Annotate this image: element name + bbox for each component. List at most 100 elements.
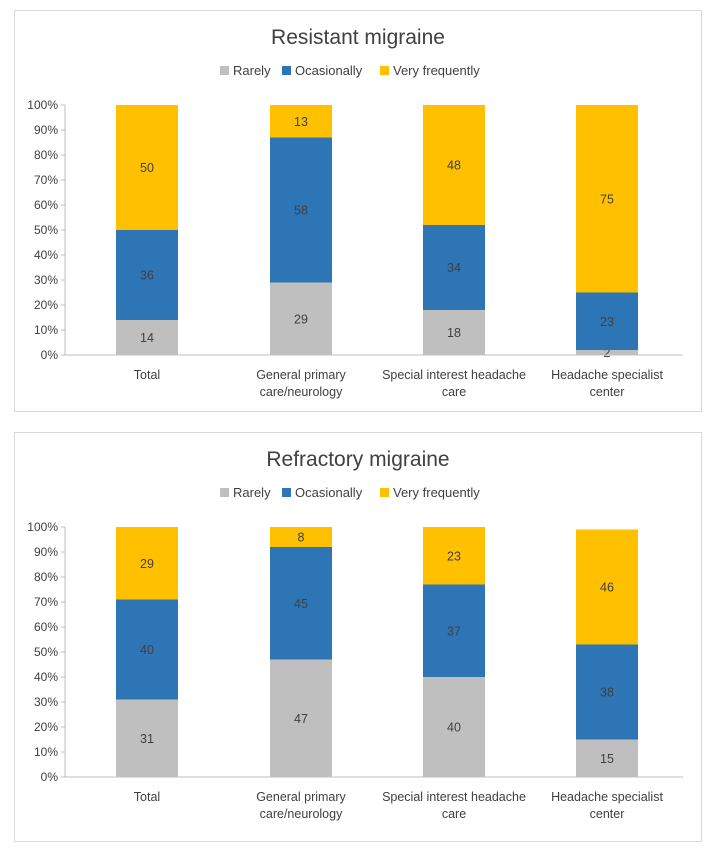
chart-legend: Rarely Ocasionally Very frequently [220,485,480,500]
bar-very-frequently [270,105,332,138]
chart-title: Resistant migraine [271,26,445,49]
bar-ocasionally [423,225,485,310]
data-label: 36 [140,269,154,283]
y-tick-label: 30% [34,273,58,287]
x-category-label-line: center [590,385,625,399]
bar-ocasionally [576,292,638,350]
legend-swatch-0 [220,66,229,75]
refractory-migraine-chart-panel: Refractory migraine Rarely Ocasionally Very… [14,432,702,842]
data-label: 46 [600,581,614,595]
data-label: 48 [447,159,461,173]
bar-very-frequently [270,527,332,547]
y-tick-label: 0% [41,770,59,784]
data-label: 23 [600,315,614,329]
x-category-label-line: care/neurology [260,385,343,399]
legend-label-1: Ocasionally [295,485,363,500]
chart-legend: Rarely Ocasionally Very frequently [220,63,480,78]
x-category-label-line: Total [134,368,160,382]
x-category-label-line: care [442,385,466,399]
y-tick-label: 70% [34,173,58,187]
y-tick-label: 10% [34,745,58,759]
bar-ocasionally [116,599,178,700]
data-label: 47 [294,712,308,726]
bar-very-frequently [576,529,638,645]
bar-ocasionally [270,547,332,660]
y-tick-label: 10% [34,323,58,337]
bar-very-frequently [116,105,178,230]
x-category-label: General primary care/neurology [256,790,346,821]
x-category-label: General primary care/neurology [256,368,346,399]
data-label: 40 [140,643,154,657]
refractory-migraine-chart: Refractory migraine Rarely Ocasionally Very… [27,448,683,821]
bar-ocasionally [270,137,332,283]
data-label: 38 [600,686,614,700]
bar-rarely [270,282,332,355]
y-tick-label: 50% [34,223,58,237]
data-label: 40 [447,721,461,735]
y-tick-label: 40% [34,248,58,262]
y-tick-label: 100% [27,520,58,534]
y-tick-label: 40% [34,670,58,684]
x-category-label: Headache specialist center [551,790,663,821]
data-label: 50 [140,161,154,175]
y-tick-label: 70% [34,595,58,609]
x-category-label: Special interest headache care [382,368,526,399]
legend-swatch-1 [282,488,291,497]
bar-ocasionally [423,584,485,677]
data-label: 75 [600,192,614,206]
y-tick-label: 20% [34,298,58,312]
bar-rarely [576,739,638,777]
bar-rarely [423,677,485,777]
x-category-label-line: Total [134,790,160,804]
y-tick-label: 60% [34,198,58,212]
legend-swatch-1 [282,66,291,75]
x-category-label-line: care [442,807,466,821]
bar-rarely [116,699,178,777]
data-label: 15 [600,752,614,766]
x-category-label-line: center [590,807,625,821]
bar-rarely [116,320,178,355]
data-label: 29 [140,557,154,571]
y-tick-label: 20% [34,720,58,734]
x-category-label: Total [134,790,160,804]
data-label: 45 [294,597,308,611]
data-label: 14 [140,331,154,345]
x-category-label: Total [134,368,160,382]
y-tick-label: 80% [34,148,58,162]
legend-swatch-0 [220,488,229,497]
y-tick-label: 90% [34,123,58,137]
chart-title: Refractory migraine [266,448,449,471]
data-label: 8 [298,531,305,545]
x-category-label-line: General primary [256,790,346,804]
bar-very-frequently [576,105,638,293]
data-label: 29 [294,312,308,326]
legend-swatch-2 [380,66,389,75]
x-category-label-line: care/neurology [260,807,343,821]
data-label: 31 [140,732,154,746]
bar-very-frequently [116,527,178,600]
y-tick-label: 80% [34,570,58,584]
data-label: 58 [294,204,308,218]
x-category-label-line: Special interest headache [382,368,526,382]
bar-rarely [423,310,485,355]
data-label: 23 [447,549,461,563]
y-tick-label: 100% [27,98,58,112]
data-label: 18 [447,326,461,340]
legend-label-0: Rarely [233,485,271,500]
resistant-migraine-chart-panel: Resistant migraine Rarely Ocasionally Very … [14,10,702,412]
y-tick-label: 50% [34,645,58,659]
bar-ocasionally [576,644,638,740]
x-category-label-line: General primary [256,368,346,382]
bar-rarely [576,350,638,355]
data-label: 2 [604,346,611,360]
bar-very-frequently [423,105,485,225]
bar-ocasionally [116,230,178,320]
x-category-label: Headache specialist center [551,368,663,399]
x-category-label-line: Headache specialist [551,368,663,382]
legend-label-2: Very frequently [393,63,480,78]
x-category-label: Special interest headache care [382,790,526,821]
y-tick-label: 0% [41,348,59,362]
data-label: 13 [294,115,308,129]
bar-very-frequently [423,527,485,585]
bar-rarely [270,659,332,777]
